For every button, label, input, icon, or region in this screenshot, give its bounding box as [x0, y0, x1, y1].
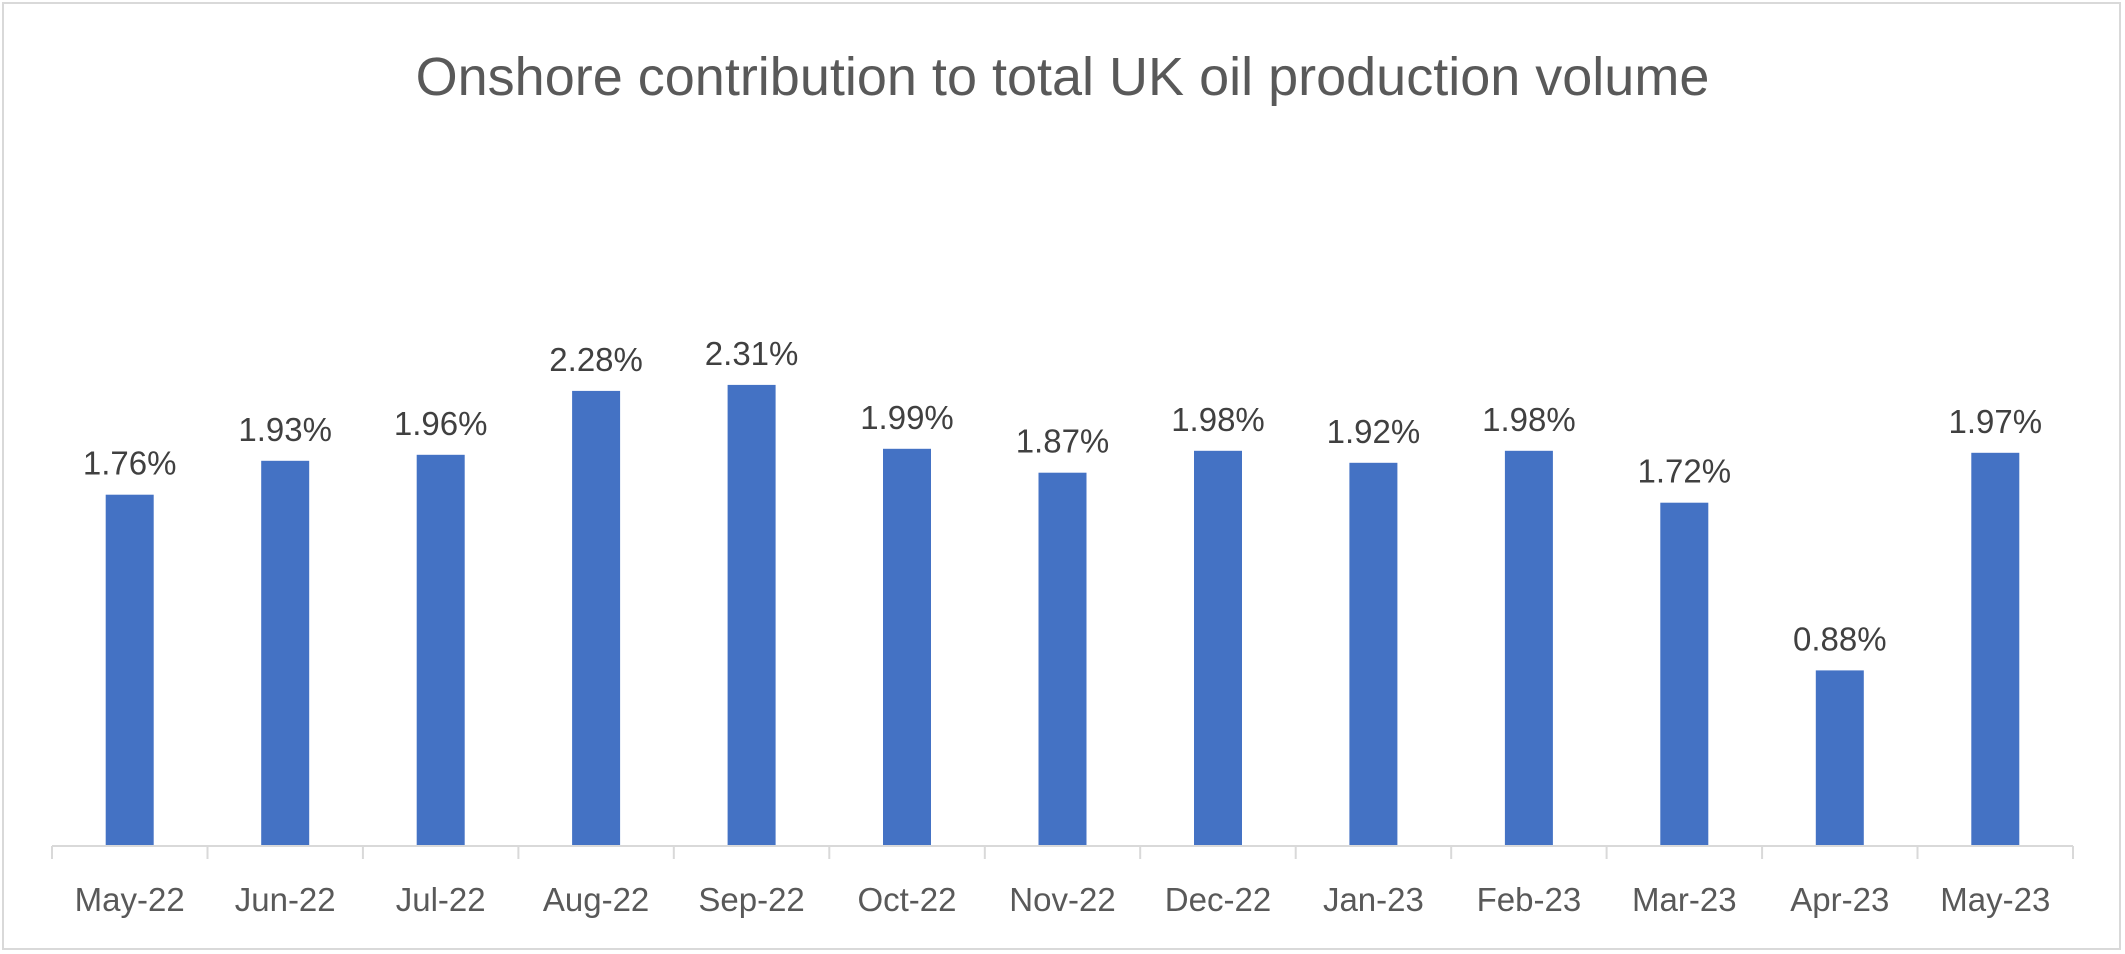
data-label-may-22: 1.76%	[83, 445, 177, 482]
x-tick-labels: May-22 Jun-22 Jul-22 Aug-22 Sep-22 Oct-22 Nov-…	[75, 881, 2051, 918]
x-tick-label-jul-22: Jul-22	[396, 881, 486, 918]
x-tick-label-jan-23: Jan-23	[1323, 881, 1424, 918]
bar-may-22	[105, 494, 154, 846]
bar-aug-22	[572, 390, 621, 846]
chart-title: Onshore contribution to total UK oil pro…	[415, 47, 1710, 107]
data-label-jan-23: 1.92%	[1327, 413, 1421, 450]
data-label-dec-22: 1.98%	[1171, 401, 1265, 438]
bar-mar-23	[1660, 502, 1709, 846]
data-label-oct-22: 1.99%	[860, 399, 954, 436]
data-label-aug-22: 2.28%	[549, 341, 643, 378]
bar-jun-22	[261, 460, 310, 846]
bar-sep-22	[727, 384, 776, 846]
x-tick-label-may-23: May-23	[1940, 881, 2050, 918]
bar-nov-22	[1038, 472, 1087, 846]
x-tick-label-feb-23: Feb-23	[1477, 881, 1582, 918]
x-tick-label-dec-22: Dec-22	[1165, 881, 1271, 918]
data-label-mar-23: 1.72%	[1638, 453, 1732, 490]
bar-jul-22	[416, 454, 465, 846]
x-tick-label-nov-22: Nov-22	[1009, 881, 1115, 918]
data-label-nov-22: 1.87%	[1016, 423, 1110, 460]
x-tick-label-sep-22: Sep-22	[698, 881, 804, 918]
data-label-may-23: 1.97%	[1949, 403, 2043, 440]
bar-oct-22	[883, 448, 931, 846]
data-label-feb-23: 1.98%	[1482, 401, 1576, 438]
x-tick-label-oct-22: Oct-22	[857, 881, 956, 918]
data-label-sep-22: 2.31%	[705, 335, 799, 372]
bar-apr-23	[1815, 670, 1864, 846]
data-label-jun-22: 1.93%	[238, 411, 332, 448]
data-label-jul-22: 1.96%	[394, 405, 488, 442]
bar-may-23	[1971, 452, 2020, 846]
x-tick-label-mar-23: Mar-23	[1632, 881, 1737, 918]
x-tick-label-aug-22: Aug-22	[543, 881, 649, 918]
x-tick-label-apr-23: Apr-23	[1790, 881, 1889, 918]
x-tick-label-may-22: May-22	[75, 881, 185, 918]
x-axis	[51, 845, 2074, 859]
bars-layer	[105, 384, 2020, 846]
x-tick-label-jun-22: Jun-22	[235, 881, 336, 918]
data-labels-layer: 1.76% 1.93% 1.96% 2.28% 2.31% 1.99% 1.87% 1.98%…	[83, 335, 2042, 658]
bar-jan-23	[1349, 462, 1398, 846]
data-label-apr-23: 0.88%	[1793, 620, 1887, 657]
bar-feb-23	[1504, 450, 1553, 846]
bar-dec-22	[1194, 450, 1242, 846]
